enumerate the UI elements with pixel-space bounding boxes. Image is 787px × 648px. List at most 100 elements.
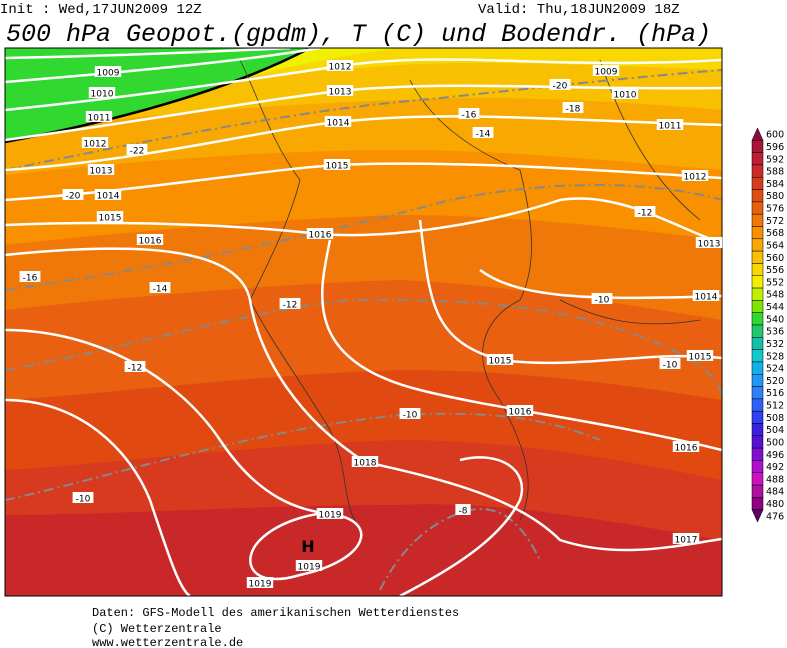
colorbar-cell xyxy=(751,410,764,424)
map-title: 500 hPa Geopot.(gpdm), T (C) und Bodendr… xyxy=(6,20,711,49)
colorbar-cell xyxy=(751,484,764,498)
label-box xyxy=(486,354,514,365)
map-label: -18 xyxy=(566,105,581,115)
label-box xyxy=(592,65,620,76)
colorbar-cell xyxy=(751,460,764,473)
colorbar-label: 580 xyxy=(766,191,784,202)
colorbar-label: 496 xyxy=(766,450,784,461)
colorbar-label: 484 xyxy=(766,487,784,498)
colorbar-label: 492 xyxy=(766,462,784,473)
label-box xyxy=(323,159,351,170)
label-box xyxy=(136,234,164,245)
colorbar-cell xyxy=(751,472,764,486)
colorbar-cell xyxy=(751,361,764,375)
colorbar-cell xyxy=(751,497,764,510)
colorbar-cell xyxy=(751,189,764,203)
label-box xyxy=(399,408,421,419)
label-box xyxy=(72,492,94,503)
label-box xyxy=(149,282,171,293)
label-box xyxy=(458,108,480,119)
colorbar-label: 516 xyxy=(766,388,784,399)
label-box xyxy=(695,237,723,248)
label-box xyxy=(85,111,113,122)
label-box xyxy=(591,293,613,304)
colorbar-label: 552 xyxy=(766,277,784,288)
colorbar-cell xyxy=(751,324,764,338)
label-box xyxy=(562,102,584,113)
map-label: 1016 xyxy=(675,444,698,454)
map-label: 1013 xyxy=(329,88,352,98)
colorbar-label: 500 xyxy=(766,437,784,448)
colorbar-label: 524 xyxy=(766,364,784,375)
colorbar-label: 536 xyxy=(766,327,784,338)
map-label: 1012 xyxy=(84,140,107,150)
colorbar-cell xyxy=(751,374,764,387)
label-box xyxy=(351,456,379,467)
colorbar-cell xyxy=(751,238,764,252)
footer-line: www.wetterzentrale.de xyxy=(92,636,243,648)
colorbar-label: 592 xyxy=(766,154,784,165)
colorbar-label: 576 xyxy=(766,204,784,215)
map-label: 1016 xyxy=(509,408,532,418)
map-label: 1014 xyxy=(695,293,718,303)
colorbar-cell xyxy=(751,275,764,289)
map-label: 1016 xyxy=(309,231,332,241)
map-label: 1015 xyxy=(489,357,512,367)
label-box xyxy=(94,66,122,77)
colorbar-label: 520 xyxy=(766,376,784,387)
colorbar-label: 596 xyxy=(766,142,784,153)
map-label: 1012 xyxy=(684,173,707,183)
map-label: -10 xyxy=(595,296,610,306)
map-label: 1013 xyxy=(90,167,113,177)
colorbar-cell xyxy=(751,312,764,326)
colorbar-label: 508 xyxy=(766,413,784,424)
map-label: 1012 xyxy=(329,63,352,73)
colorbar-label: 556 xyxy=(766,265,784,276)
label-box xyxy=(672,441,700,452)
map-label: 1014 xyxy=(327,119,350,129)
colorbar-cell xyxy=(751,435,764,449)
map-label: -10 xyxy=(76,495,91,505)
high-symbol: H xyxy=(301,537,314,556)
footer-line: Daten: GFS-Modell des amerikanischen Wet… xyxy=(92,606,459,620)
label-box xyxy=(87,164,115,175)
map-label: -12 xyxy=(638,209,653,219)
colorbar-cell xyxy=(751,177,764,190)
label-box xyxy=(611,88,639,99)
map-label: 1014 xyxy=(97,192,120,202)
label-box xyxy=(94,189,122,200)
map-label: 1011 xyxy=(88,114,111,124)
label-box xyxy=(634,206,656,217)
label-box xyxy=(692,290,720,301)
map-label: -14 xyxy=(476,130,491,140)
label-box xyxy=(681,170,709,181)
colorbar-cell xyxy=(751,263,764,276)
colorbar-label: 572 xyxy=(766,216,784,227)
label-box xyxy=(81,137,109,148)
colorbar-label: 544 xyxy=(766,302,784,313)
map-label: 1015 xyxy=(326,162,349,172)
map-label: -10 xyxy=(403,411,418,421)
colorbar-cell xyxy=(751,447,764,461)
init-time: Init : Wed,17JUN2009 12Z xyxy=(0,2,202,18)
map-label: -20 xyxy=(553,82,568,92)
colorbar-label: 532 xyxy=(766,339,784,350)
footer-line: (C) Wetterzentrale xyxy=(92,622,222,636)
colorbar-label: 540 xyxy=(766,314,784,325)
map-label: 1011 xyxy=(659,122,682,132)
map-label: -8 xyxy=(459,507,468,517)
label-box xyxy=(19,271,41,282)
map-label: -12 xyxy=(283,301,298,311)
colorbar-cell xyxy=(751,127,764,141)
label-box xyxy=(656,119,684,130)
colorbar-cell xyxy=(751,423,764,437)
map-label: 1013 xyxy=(698,240,721,250)
label-box xyxy=(126,144,148,155)
colorbar-cell xyxy=(751,213,764,227)
label-box xyxy=(246,577,274,588)
map-label: -12 xyxy=(128,364,143,374)
colorbar-label: 528 xyxy=(766,351,784,362)
colorbar-cell xyxy=(751,509,764,523)
label-box xyxy=(549,79,571,90)
map-label: -16 xyxy=(23,274,38,284)
